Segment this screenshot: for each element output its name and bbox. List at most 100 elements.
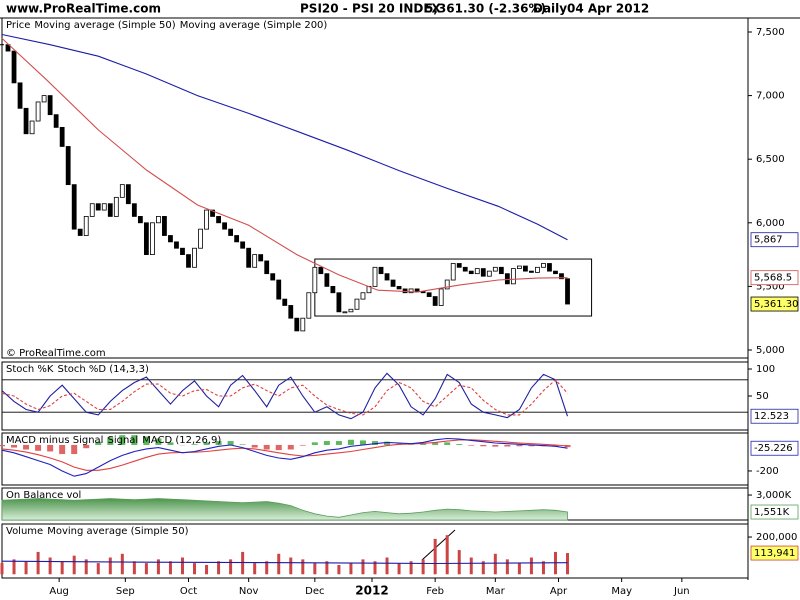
histogram-bar [167,442,174,445]
histogram-bar [432,442,439,445]
volume-bar [241,551,245,575]
value-label: 5,361.30 [754,299,799,310]
legend-entry: Moving average (Simple 50) [47,526,188,537]
histogram-bar [0,444,5,447]
y-tick-label: 5,500 [756,281,785,292]
candle [492,266,498,272]
value-label: 113,941 [754,548,795,559]
volume-bar [457,550,461,575]
candle [516,265,522,269]
x-tick-label: Nov [239,586,259,597]
value-label-box [750,440,799,456]
legend-entry: MACD minus Signal [6,435,103,446]
candle [414,288,420,292]
legend-entry: On Balance vol [6,490,81,501]
histogram-bar [239,444,246,445]
histogram-bar [287,444,294,450]
y-tick-label: -200 [756,466,779,477]
candle [553,270,558,275]
candle [35,101,41,122]
value-label-box [750,408,799,424]
histogram-bar [347,439,354,445]
candle [252,254,258,268]
candle [168,235,173,243]
candle [396,285,402,290]
candle [204,209,209,230]
area [1,498,568,521]
candle [77,228,83,236]
volume-bar [193,563,197,575]
candle [17,82,23,109]
candle [450,263,456,281]
candle [342,311,348,314]
histogram-bar [203,442,210,445]
value-label: -25.226 [754,443,793,454]
histogram-bar [468,444,475,446]
legend-entry: Moving average (Simple 200) [180,20,328,31]
volume-bar [205,564,209,575]
volume-bar [421,559,425,575]
pane-frame [1,17,749,359]
candle [113,196,119,217]
histogram-bar [155,438,162,445]
volume-bar [217,561,221,575]
volume-bar [505,559,509,575]
candle [498,266,504,275]
volume-bar [96,563,100,575]
histogram-bar [263,444,270,450]
histogram-bar [35,444,42,451]
candle [468,270,474,275]
candle [23,107,29,135]
histogram-bar [299,444,306,446]
legend-entry: Price [6,20,30,31]
candle [529,270,534,273]
trend-line [421,529,456,561]
volume-bar [325,561,329,575]
volume-bar [481,561,485,575]
candle [180,247,185,255]
histogram-bar [480,444,487,447]
volume-bar [60,561,64,575]
candle [456,263,462,268]
candle [125,184,131,205]
series-line [1,37,568,293]
histogram-bar [311,442,318,445]
volume-bar [229,559,233,575]
legend-entry: Stoch %D (14,3,3) [57,364,148,375]
candle [360,292,366,300]
candle [264,260,270,275]
candle [150,222,155,255]
candle [486,270,492,277]
candle [408,288,414,294]
series-line [1,33,568,241]
volume-bar [289,557,293,575]
legend-entry: Stoch %K [6,364,54,375]
period: Daily [533,2,567,16]
candle [384,273,390,281]
series-line [1,560,568,565]
histogram-bar [528,444,535,447]
volume-bar [529,557,533,575]
volume-bar [108,557,112,575]
volume-bar [397,563,401,575]
copyright: © ProRealTime.com [6,348,106,359]
histogram-bar [552,444,559,447]
candle [480,268,486,277]
histogram-bar [516,444,523,447]
candle [53,114,59,128]
legend-entry: Moving average (Simple 50) [34,20,175,31]
volume-bar [349,563,353,575]
histogram-bar [384,441,391,445]
value-label: 1,551K [754,507,790,518]
series-line [1,379,568,416]
y-tick-label: 6,000 [756,218,785,229]
y-tick-label: 7,000 [756,91,785,102]
x-tick-label: Oct [180,586,197,597]
candle [432,296,438,306]
volume-bar [566,553,570,575]
candle [246,247,252,268]
histogram-bar [444,442,451,445]
value-label-box [750,545,799,561]
candle [107,203,113,217]
volume-bar [48,557,52,575]
